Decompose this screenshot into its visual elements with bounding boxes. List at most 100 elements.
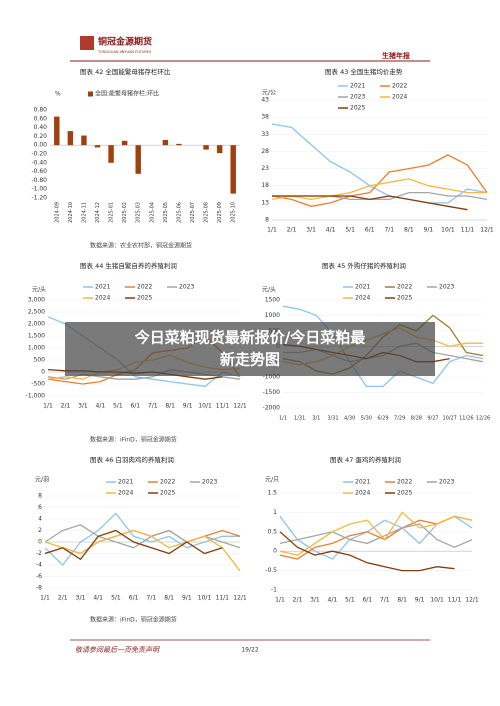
y-tick-label: 1,000	[28, 345, 45, 352]
x-tick-label: 2025-01	[109, 202, 115, 223]
legend-label: 2022	[397, 479, 412, 486]
x-tick-label: 10/1	[198, 403, 212, 410]
line	[44, 524, 241, 549]
line	[272, 195, 468, 211]
x-tick-label: 7/29	[394, 416, 405, 422]
x-tick-label: 2025-08	[204, 202, 210, 223]
x-tick-label: 11/1	[216, 595, 230, 602]
y-tick-label: 1.5	[267, 490, 277, 497]
y-tick-label: -6	[36, 573, 42, 580]
x-tick-label: 6/29	[377, 416, 388, 422]
bar	[54, 116, 60, 146]
chart-title: 图表 42 全国能繁母猪存栏环比	[80, 67, 171, 76]
x-tick-label: 6/1	[130, 403, 140, 410]
legend-label: 2022	[137, 284, 152, 291]
x-tick-label: 9/1	[183, 403, 193, 410]
y-axis-label: %	[55, 91, 61, 98]
y-tick-label: 8	[265, 217, 269, 224]
y-tick-label: 1	[273, 509, 277, 516]
x-tick-label: 4/30	[344, 416, 355, 422]
x-tick-label: 4/1	[328, 597, 338, 604]
y-tick-label: 18	[261, 182, 269, 189]
y-tick-label: -0.40	[31, 159, 47, 166]
y-tick-label: 1,500	[28, 333, 45, 340]
y-tick-label: 500	[34, 357, 46, 364]
y-tick-label: 0.00	[34, 142, 48, 149]
y-tick-label: -0.20	[31, 151, 47, 158]
x-tick-label: 12/1	[233, 403, 247, 410]
x-tick-label: 1/31	[294, 416, 305, 422]
legend-label: 2025	[137, 295, 152, 302]
x-tick-label: 7/1	[380, 597, 390, 604]
x-tick-label: 12/1	[480, 227, 494, 234]
logo-icon	[80, 36, 94, 50]
legend-label: 2023	[350, 94, 365, 101]
line	[279, 523, 473, 549]
y-axis-label: 元/头	[262, 286, 276, 294]
y-tick-label: -1500	[263, 389, 281, 396]
chart-title: 图表 43 全国生猪均价走势	[325, 67, 403, 76]
logo: 铜冠金源期货	[98, 36, 152, 48]
legend-label: 2024	[95, 295, 110, 302]
overlay-banner	[65, 322, 435, 376]
y-tick-label: -1,000	[26, 393, 46, 400]
line	[279, 531, 455, 572]
x-tick-label: 2025-05	[163, 202, 169, 223]
x-tick-label: 8/28	[411, 416, 422, 422]
x-tick-label: 6/1	[129, 595, 139, 602]
logo-en: TONGGUAN JINYUAN FUTURES	[97, 50, 152, 54]
legend-label: 2025	[397, 295, 412, 302]
bar	[216, 145, 223, 154]
x-tick-label: 2024-11	[81, 202, 87, 223]
bar	[135, 145, 141, 174]
x-tick-label: 12/1	[233, 595, 247, 602]
legend-label: 2025	[350, 105, 365, 112]
y-tick-label: 0.80	[34, 107, 48, 114]
legend-label: 2024	[355, 295, 370, 302]
x-tick-label: 6/1	[365, 227, 375, 234]
legend-label: 2021	[350, 83, 365, 90]
legend-label: 全国:能繁母猪存栏:环比	[95, 90, 159, 98]
line	[271, 123, 488, 204]
legend-label: 2024	[118, 490, 133, 497]
x-tick-label: 8/1	[164, 595, 174, 602]
legend-label: 2024	[392, 94, 407, 101]
x-tick-label: 8/1	[404, 227, 414, 234]
legend-label: 2022	[397, 284, 412, 291]
y-tick-label: 0	[41, 369, 45, 376]
y-tick-label: 0.20	[34, 133, 48, 140]
y-tick-label: 13	[261, 199, 269, 206]
x-tick-label: 10/1	[430, 597, 444, 604]
y-tick-label: -0.80	[31, 177, 47, 184]
legend-swatch	[88, 91, 93, 97]
x-tick-label: 11/26	[459, 416, 473, 422]
line	[44, 529, 223, 561]
legend-label: 2025	[397, 490, 412, 497]
y-tick-label: 1500	[265, 297, 280, 304]
x-tick-label: 7/1	[384, 227, 394, 234]
x-tick-label: 5/30	[361, 416, 372, 422]
x-tick-label: 2025-04	[149, 202, 155, 223]
y-tick-label: 0.5	[267, 528, 277, 535]
x-tick-label: 2025-07	[190, 202, 196, 223]
bar	[176, 143, 182, 146]
x-tick-label: 1/1	[43, 403, 53, 410]
source: 数据来源：农业农村部，铜冠金源期货	[90, 242, 192, 250]
legend-label: 2021	[118, 479, 133, 486]
x-tick-label: 9/1	[424, 227, 434, 234]
x-tick-label: 2024-12	[95, 202, 101, 223]
x-tick-label: 5/1	[113, 403, 123, 410]
y-tick-label: 3,000	[28, 297, 45, 304]
line	[271, 154, 488, 207]
legend-label: 2023	[179, 284, 194, 291]
bar	[108, 145, 114, 163]
x-tick-label: 1/1	[275, 597, 285, 604]
x-tick-label: 2/1	[293, 597, 303, 604]
chart-title: 图表 45 外购仔猪的养殖利润	[322, 261, 406, 270]
legend-label: 2024	[355, 490, 370, 497]
x-tick-label: 10/1	[198, 595, 212, 602]
y-tick-label: 0	[273, 548, 277, 555]
x-tick-label: 2024-10	[68, 202, 74, 223]
x-tick-label: 10/27	[442, 416, 456, 422]
